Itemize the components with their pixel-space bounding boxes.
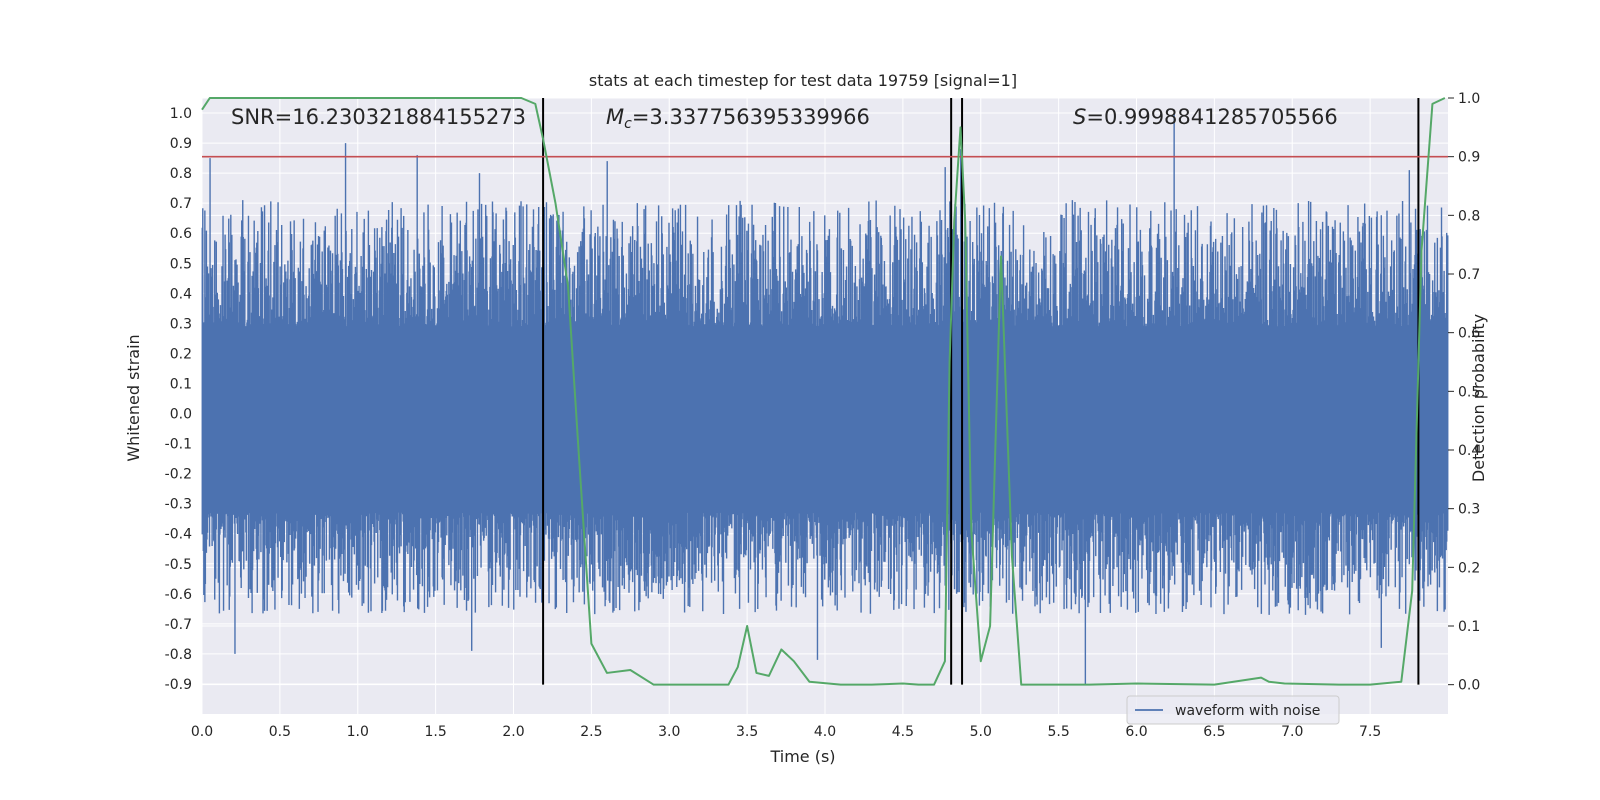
y-tick-label: 0.6 <box>170 226 192 242</box>
s-symbol: S <box>1073 105 1086 129</box>
x-tick-label: 4.5 <box>892 724 914 740</box>
x-tick-label: 7.0 <box>1281 724 1303 740</box>
y2-tick-label: 0.6 <box>1458 326 1480 342</box>
x-tick-label: 4.0 <box>814 724 836 740</box>
x-tick-label: 1.5 <box>424 724 446 740</box>
x-tick-label: 0.5 <box>269 724 291 740</box>
y2-tick-label: 0.4 <box>1458 443 1480 459</box>
y2-axis-label: Detection probability <box>1469 314 1488 482</box>
y-tick-label: -0.1 <box>165 437 192 453</box>
y-tick-label: 0.7 <box>170 196 192 212</box>
y-tick-label: 0.5 <box>170 256 192 272</box>
y-tick-label: -0.3 <box>165 497 192 513</box>
mc-annotation: Mc=3.337756395339966 <box>606 105 870 132</box>
x-tick-label: 5.0 <box>970 724 992 740</box>
legend-box <box>1126 695 1340 725</box>
x-tick-label: 3.0 <box>658 724 680 740</box>
x-axis-label: Time (s) <box>769 747 835 766</box>
x-tick-label: 7.5 <box>1359 724 1381 740</box>
x-tick-label: 2.0 <box>502 724 524 740</box>
y-tick-label: 0.3 <box>170 316 192 332</box>
snr-annotation: SNR=16.230321884155273 <box>231 105 526 129</box>
y2-tick-label: 0.8 <box>1458 208 1480 224</box>
y-tick-label: -0.2 <box>165 467 192 483</box>
y-tick-label: -0.9 <box>165 677 192 693</box>
y-tick-label: -0.5 <box>165 557 192 573</box>
x-tick-label: 5.5 <box>1047 724 1069 740</box>
y-tick-label: -0.8 <box>165 647 192 663</box>
y2-tick-label: 0.5 <box>1458 384 1480 400</box>
chart-title: stats at each timestep for test data 197… <box>589 71 1017 90</box>
x-tick-label: 0.0 <box>191 724 213 740</box>
x-tick-label: 6.0 <box>1125 724 1147 740</box>
y-tick-label: 0.8 <box>170 166 192 182</box>
y-tick-label: -0.6 <box>165 587 192 603</box>
s-value: =0.9998841285705566 <box>1086 105 1337 129</box>
mc-subscript: c <box>624 116 632 132</box>
x-tick-label: 1.0 <box>347 724 369 740</box>
y-tick-label: 0.0 <box>170 407 192 423</box>
legend-label: waveform with noise <box>1175 703 1320 719</box>
y2-tick-label: 1.0 <box>1458 91 1480 107</box>
y-tick-label: 0.4 <box>170 286 192 302</box>
y-tick-label: -0.7 <box>165 617 192 633</box>
waveform-series <box>201 113 1449 684</box>
y-tick-label: 0.2 <box>170 346 192 362</box>
s-annotation: S=0.9998841285705566 <box>1073 105 1338 129</box>
y2-tick-label: 0.3 <box>1458 502 1480 518</box>
x-tick-label: 3.5 <box>736 724 758 740</box>
detection-probability-series <box>201 97 1446 686</box>
y2-tick-label: 0.9 <box>1458 150 1480 166</box>
y-axis-label: Whitened strain <box>124 334 143 461</box>
y-tick-label: 1.0 <box>170 106 192 122</box>
mc-symbol: M <box>606 105 624 129</box>
y2-tick-label: 0.0 <box>1458 678 1480 694</box>
y2-tick-label: 0.1 <box>1458 619 1480 635</box>
y-tick-label: -0.4 <box>165 527 192 543</box>
legend: waveform with noise <box>1126 695 1340 725</box>
mc-value: =3.337756395339966 <box>632 105 870 129</box>
y-tick-label: 0.9 <box>170 136 192 152</box>
x-tick-label: 2.5 <box>580 724 602 740</box>
y-tick-label: 0.1 <box>170 376 192 392</box>
y2-tick-label: 0.2 <box>1458 560 1480 576</box>
x-tick-label: 6.5 <box>1203 724 1225 740</box>
y2-tick-label: 0.7 <box>1458 267 1480 283</box>
